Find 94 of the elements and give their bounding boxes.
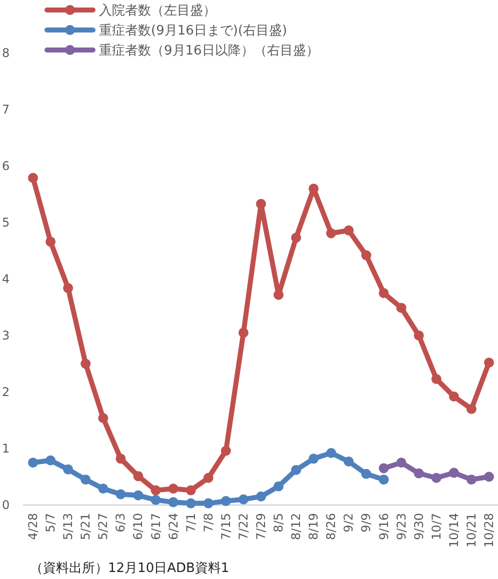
point [326, 228, 336, 238]
point [203, 498, 214, 508]
point [466, 474, 476, 485]
point [168, 497, 178, 508]
point [396, 458, 406, 468]
point [98, 412, 108, 423]
point [484, 472, 494, 482]
text: （資料出所）12月10日ADB資料1 [30, 561, 230, 576]
point [46, 455, 56, 466]
point [133, 490, 144, 500]
point [378, 463, 389, 474]
point [308, 454, 319, 464]
point [361, 250, 372, 260]
x-tick-label: 10/28 [482, 513, 496, 548]
point [168, 484, 178, 494]
y-tick-label: 6 [2, 159, 10, 174]
point [116, 454, 126, 464]
point [80, 474, 91, 485]
point [220, 446, 231, 456]
point [63, 283, 74, 294]
x-tick-label: 8/19 [306, 513, 321, 540]
point [484, 358, 494, 368]
x-tick-label: 7/29 [254, 513, 268, 540]
point [98, 484, 108, 494]
legend-label: 入院者数（左目盛） [99, 4, 216, 19]
x-tick-label: 8/5 [272, 513, 286, 532]
point [291, 464, 302, 475]
x-tick-label: 9/30 [412, 513, 426, 540]
point [378, 288, 389, 298]
x-tick-label: 5/13 [61, 513, 76, 540]
point [150, 485, 161, 496]
x-tick-label: 9/23 [394, 513, 408, 540]
y-tick-label: 2 [2, 385, 10, 400]
point [378, 474, 389, 485]
point [431, 374, 442, 384]
y-tick-label: 3 [2, 328, 10, 343]
point [133, 471, 144, 482]
x-tick-label: 7/8 [201, 513, 216, 532]
y-tick-label: 4 [2, 272, 10, 286]
point [344, 456, 354, 466]
point [414, 468, 424, 478]
x-tick-label: 7/22 [236, 513, 250, 540]
y-tick-label: 7 [2, 102, 10, 117]
x-tick-label: 8/12 [289, 513, 304, 540]
point [46, 236, 56, 247]
x-tick-label: 4/28 [26, 513, 40, 540]
legend-label: 重症者数(9月16日まで)(右目盛) [99, 24, 288, 39]
x-tick-label: 5/21 [78, 513, 93, 540]
point [186, 498, 196, 508]
point [396, 302, 406, 313]
point [28, 172, 38, 183]
point [361, 468, 372, 479]
point [116, 489, 126, 500]
x-tick-label: 5/27 [96, 513, 110, 540]
point [414, 330, 424, 340]
x-tick-label: 6/10 [131, 513, 146, 540]
point [256, 198, 266, 209]
y-tick-label: 1 [2, 442, 10, 456]
point [291, 232, 302, 243]
point [220, 496, 231, 506]
point [203, 472, 214, 483]
point [448, 468, 459, 478]
x-tick-label: 10/14 [446, 513, 461, 548]
point [63, 464, 74, 474]
point [448, 392, 459, 402]
x-tick-label: 6/3 [114, 513, 128, 532]
point [344, 225, 354, 236]
legend-label: 重症者数（9月16日以降）（右目盛） [99, 44, 319, 59]
x-tick-label: 10/7 [429, 513, 444, 540]
point [274, 290, 284, 300]
x-tick-label: 9/2 [342, 513, 356, 532]
point [238, 328, 248, 338]
point [274, 481, 284, 492]
point [28, 458, 38, 468]
y-tick-label: 0 [2, 498, 10, 512]
point [150, 494, 161, 505]
x-tick-label: 9/16 [376, 513, 391, 540]
point [256, 492, 266, 502]
point [466, 404, 476, 414]
point [431, 472, 442, 483]
y-tick-label: 5 [2, 216, 10, 230]
x-tick-label: 7/1 [184, 513, 198, 532]
x-tick-label: 6/24 [166, 513, 180, 540]
x-tick-label: 10/21 [464, 513, 478, 548]
x-tick-label: 5/7 [44, 513, 58, 532]
point [238, 494, 248, 504]
point [80, 358, 91, 369]
x-tick-label: 9/9 [359, 513, 374, 532]
x-tick-label: 8/26 [324, 513, 338, 540]
x-tick-label: 7/15 [218, 513, 233, 540]
y-tick-label: 8 [2, 46, 10, 60]
point [326, 448, 336, 458]
point [186, 485, 196, 496]
x-tick-label: 6/17 [148, 513, 163, 540]
